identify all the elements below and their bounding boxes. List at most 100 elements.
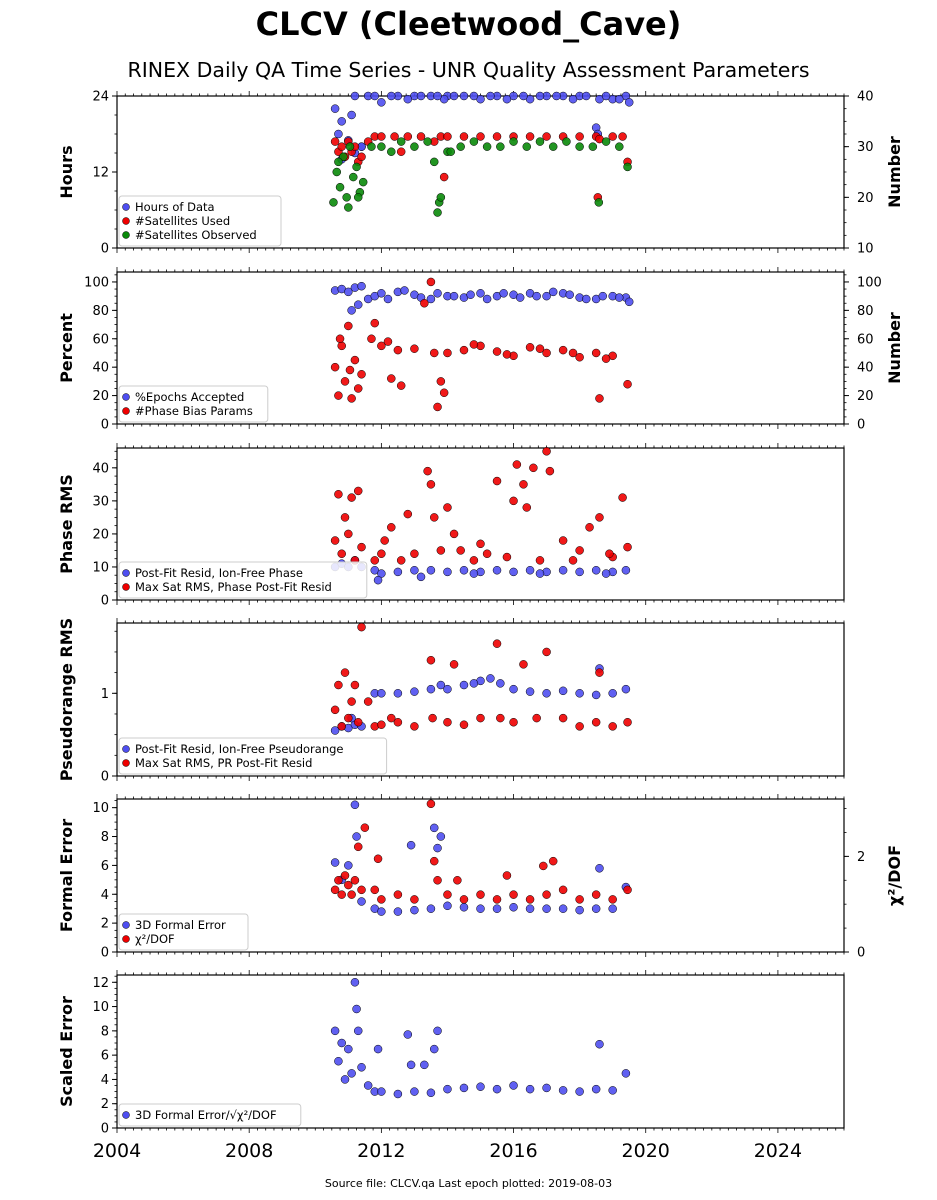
data-point: [340, 513, 350, 522]
data-point: [387, 91, 396, 101]
data-point: [330, 858, 340, 867]
data-point: [347, 493, 356, 502]
data-point: [439, 388, 449, 397]
data-point: [403, 1030, 413, 1039]
data-point: [426, 655, 436, 665]
data-point: [344, 713, 353, 723]
x-tick-label: 2004: [93, 1140, 141, 1162]
data-point: [410, 905, 419, 915]
data-point: [393, 689, 403, 698]
y-tick-label: 10: [92, 560, 109, 575]
legend-box: [118, 385, 269, 423]
data-point: [482, 294, 492, 304]
data-point: [426, 1088, 436, 1098]
data-point: [377, 289, 386, 298]
y-tick-label: 4: [101, 888, 109, 903]
data-point: [429, 823, 439, 833]
data-point: [345, 142, 355, 151]
data-point: [337, 722, 346, 731]
y-right-axis-label: Number: [885, 136, 904, 208]
legend-marker: [122, 935, 130, 943]
data-point: [449, 291, 459, 301]
data-point: [459, 903, 469, 912]
data-point: [330, 885, 340, 895]
legend-label: 3D Formal Error: [135, 918, 226, 932]
data-point: [542, 132, 551, 141]
data-point: [519, 480, 528, 489]
data-point: [370, 318, 380, 328]
y-right-axis-label: χ²/DOF: [885, 845, 904, 906]
data-point: [492, 132, 502, 141]
y-right-axis-label: Number: [885, 312, 904, 384]
data-point: [410, 142, 419, 151]
data-point: [595, 668, 604, 677]
legend-label: #Satellites Observed: [135, 228, 257, 242]
data-point: [595, 1039, 604, 1049]
data-point: [591, 348, 601, 358]
data-point: [476, 713, 485, 723]
legend-marker: [122, 921, 130, 929]
data-point: [428, 713, 437, 723]
data-point: [335, 334, 345, 344]
data-point: [344, 861, 353, 870]
data-point: [509, 567, 518, 577]
data-point: [456, 142, 465, 151]
data-point: [476, 132, 485, 141]
data-point: [469, 679, 479, 688]
data-point: [377, 341, 386, 351]
data-point: [353, 384, 363, 393]
data-point: [433, 402, 442, 412]
data-point: [542, 689, 551, 698]
data-point: [443, 567, 452, 577]
data-point: [459, 720, 469, 729]
data-point: [558, 686, 568, 696]
data-point: [608, 1086, 617, 1095]
data-point: [476, 890, 485, 899]
data-point: [482, 549, 492, 558]
data-point: [443, 503, 452, 512]
data-point: [330, 362, 340, 372]
data-point: [370, 885, 380, 895]
data-point: [542, 1083, 551, 1093]
data-point: [575, 722, 584, 731]
data-point: [357, 370, 366, 379]
data-point: [502, 552, 512, 562]
data-point: [565, 290, 574, 299]
data-point: [330, 1026, 340, 1036]
data-point: [469, 137, 479, 146]
data-point: [515, 293, 525, 302]
data-point: [453, 876, 462, 885]
data-point: [350, 876, 360, 885]
data-point: [330, 726, 340, 735]
data-point: [429, 513, 439, 522]
data-point: [426, 277, 436, 287]
data-point: [591, 566, 601, 575]
data-point: [575, 546, 584, 555]
data-point: [416, 132, 426, 141]
page-subtitle: RINEX Daily QA Time Series - UNR Quality…: [127, 58, 810, 82]
data-point: [449, 660, 459, 669]
data-point: [396, 147, 406, 156]
data-point: [492, 1084, 502, 1094]
data-point: [509, 684, 518, 694]
data-point: [558, 1086, 568, 1095]
y-tick-label: 0: [101, 242, 109, 257]
data-point: [539, 861, 548, 871]
data-point: [509, 890, 518, 899]
data-point: [358, 177, 368, 187]
data-point: [367, 142, 376, 151]
legend-box: [118, 195, 282, 247]
data-point: [623, 379, 632, 389]
data-point: [429, 1044, 439, 1054]
y-right-tick-label: 80: [857, 304, 874, 319]
data-point: [608, 722, 617, 731]
data-point: [575, 895, 584, 904]
y-tick-label: 80: [92, 304, 109, 319]
data-point: [349, 172, 358, 182]
data-point: [588, 142, 598, 151]
y-axis-label: Formal Error: [57, 819, 76, 932]
y-tick-label: 10: [92, 1000, 109, 1015]
data-point: [615, 94, 624, 104]
data-point: [502, 94, 512, 104]
